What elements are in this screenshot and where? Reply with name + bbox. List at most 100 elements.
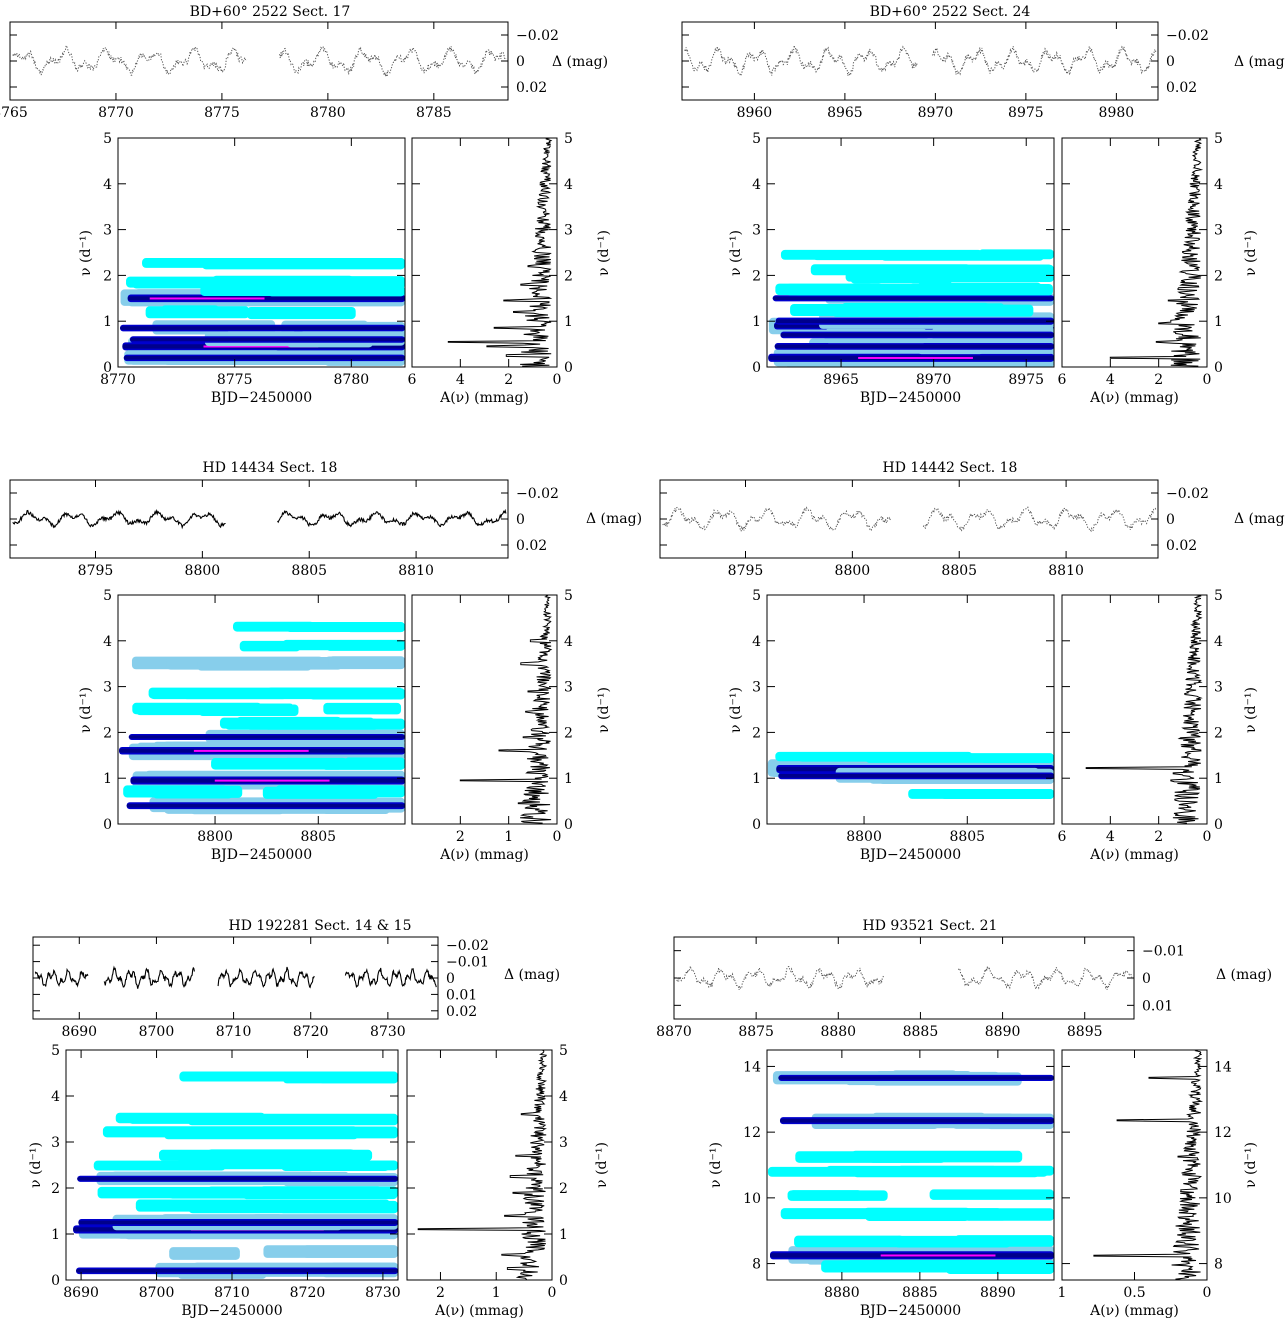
dyn-xtick-label: 8805 (300, 829, 336, 845)
lightcurve-ylabel: Δ (mag) (586, 511, 642, 527)
chart-panel-6: HD 93521 Sect. 21 8870 8875 8880 8885 8890 889… (656, 918, 1272, 1319)
lightcurve-ytick-label: 0.02 (516, 80, 547, 96)
dyn-xtick-label: 8730 (365, 1285, 401, 1301)
dyn-ytick-label: 2 (103, 725, 112, 741)
amp-xtick-label: 0 (1203, 829, 1212, 845)
chart-title: HD 14434 Sect. 18 (203, 460, 338, 476)
dyn-band-outer (211, 758, 343, 770)
amp-ylabel: ν (d⁻¹) (596, 687, 612, 733)
dyn-ytick-label: 4 (103, 177, 112, 193)
lightcurve-ytick-label: −0.01 (446, 955, 489, 971)
lightcurve-ytick-label: 0.02 (1166, 80, 1197, 96)
amp-xtick-label: 2 (1154, 829, 1163, 845)
lightcurve-ytick-label: 0.02 (446, 1004, 477, 1020)
dyn-spectrum-bands (73, 1071, 398, 1279)
lightcurve-ytick-label: −0.02 (446, 938, 489, 954)
dyn-xtick-label: 8880 (824, 1285, 860, 1301)
amp-ytick-label: 14 (1214, 1059, 1232, 1075)
chart-title: HD 192281 Sect. 14 & 15 (228, 918, 411, 934)
dyn-xtick-label: 8720 (290, 1285, 326, 1301)
dyn-xtick-label: 8780 (334, 372, 370, 388)
amp-ytick-label: 2 (559, 1181, 568, 1197)
amp-ytick-label: 5 (564, 588, 573, 604)
dyn-spectrum-bands (767, 751, 1054, 799)
lightcurve-xtick-label: 8960 (737, 105, 773, 121)
amp-ytick-label: 3 (564, 680, 573, 696)
dyn-xtick-label: 8890 (980, 1285, 1016, 1301)
amp-xtick-label: 1 (504, 829, 513, 845)
dyn-band-inner (129, 337, 405, 342)
amp-xtick-label: 1 (1058, 1285, 1067, 1301)
dyn-xtick-label: 8775 (217, 372, 253, 388)
dyn-xtick-label: 8770 (100, 372, 136, 388)
dyn-ytick-label: 3 (103, 680, 112, 696)
dyn-ytick-label: 5 (752, 588, 761, 604)
lightcurve-ytick-label: −0.02 (1166, 28, 1209, 44)
dyn-xtick-label: 8965 (823, 372, 859, 388)
dyn-band-inner (775, 319, 1054, 324)
amp-xtick-label: 6 (1058, 372, 1067, 388)
lightcurve-ytick-label: 0.01 (1142, 998, 1173, 1014)
dyn-band-outer (263, 1245, 398, 1258)
dyn-band-outer (894, 1235, 1011, 1248)
dyn-band-outer (201, 259, 405, 270)
dyn-frame (117, 594, 406, 825)
lightcurve-series (676, 965, 1133, 991)
amp-frame (411, 594, 558, 825)
dyn-band-outer (884, 1166, 1048, 1177)
lightcurve-series (34, 965, 437, 989)
dyn-band-inner (126, 803, 405, 808)
dyn-ytick-label: 4 (752, 177, 761, 193)
lightcurve-xtick-label: 8700 (139, 1024, 175, 1040)
amp-ytick-label: 5 (1214, 131, 1223, 147)
lightcurve-xtick-label: 8870 (656, 1024, 692, 1040)
lightcurve-ytick-label: −0.02 (516, 486, 559, 502)
amp-xtick-label: 0 (1203, 1285, 1212, 1301)
dyn-ylabel: ν (d⁻¹) (78, 230, 94, 276)
dyn-ylabel: ν (d⁻¹) (728, 230, 744, 276)
amp-xtick-label: 1 (492, 1285, 501, 1301)
dyn-ylabel: ν (d⁻¹) (728, 687, 744, 733)
dyn-xtick-label: 8970 (916, 372, 952, 388)
dyn-ylabel: ν (d⁻¹) (28, 1142, 44, 1188)
lightcurve-xtick-label: 8765 (0, 105, 28, 121)
dyn-xlabel: BJD−2450000 (211, 847, 312, 863)
dyn-ytick-label: 3 (752, 680, 761, 696)
amp-ytick-label: 4 (1214, 177, 1223, 193)
amp-series (1093, 1049, 1204, 1281)
dyn-band-outer (264, 718, 405, 730)
amp-xlabel: A(ν) (mmag) (1089, 1303, 1179, 1319)
dyn-band-inner (123, 356, 405, 360)
dyn-band-outer (309, 1200, 398, 1214)
dyn-band-outer (797, 752, 929, 762)
amp-series (1085, 594, 1203, 825)
dyn-ytick-label: 3 (51, 1135, 60, 1151)
dyn-ytick-label: 0 (103, 360, 112, 376)
dyn-band-outer (338, 277, 405, 289)
dyn-band-outer (980, 753, 1054, 763)
lightcurve-ylabel: Δ (mag) (1216, 967, 1272, 983)
amp-ytick-label: 5 (1214, 588, 1223, 604)
dyn-ytick-label: 1 (752, 314, 761, 330)
dyn-ytick-label: 12 (743, 1125, 761, 1141)
lightcurve-xtick-label: 8800 (185, 563, 221, 579)
amp-ytick-label: 2 (564, 725, 573, 741)
dyn-band-outer (207, 1186, 398, 1199)
dyn-band-peak (214, 779, 330, 782)
lightcurve-frame (659, 479, 1159, 559)
dyn-xtick-label: 8700 (139, 1285, 175, 1301)
amp-ytick-label: 1 (564, 314, 573, 330)
lightcurve-ylabel: Δ (mag) (552, 54, 608, 70)
amp-xtick-label: 0.5 (1123, 1285, 1145, 1301)
dyn-xlabel: BJD−2450000 (181, 1303, 282, 1319)
chart-title: BD+60° 2522 Sect. 24 (870, 4, 1031, 20)
lightcurve-frame (681, 21, 1159, 101)
dyn-band-outer (929, 1189, 1054, 1200)
dyn-xlabel: BJD−2450000 (860, 1303, 961, 1319)
amp-ytick-label: 4 (564, 634, 573, 650)
amp-xlabel: A(ν) (mmag) (1089, 847, 1179, 863)
lightcurve-xtick-label: 8780 (310, 105, 346, 121)
amp-xtick-label: 0 (548, 1285, 557, 1301)
dyn-xtick-label: 8805 (949, 829, 985, 845)
amp-frame (1061, 137, 1208, 368)
